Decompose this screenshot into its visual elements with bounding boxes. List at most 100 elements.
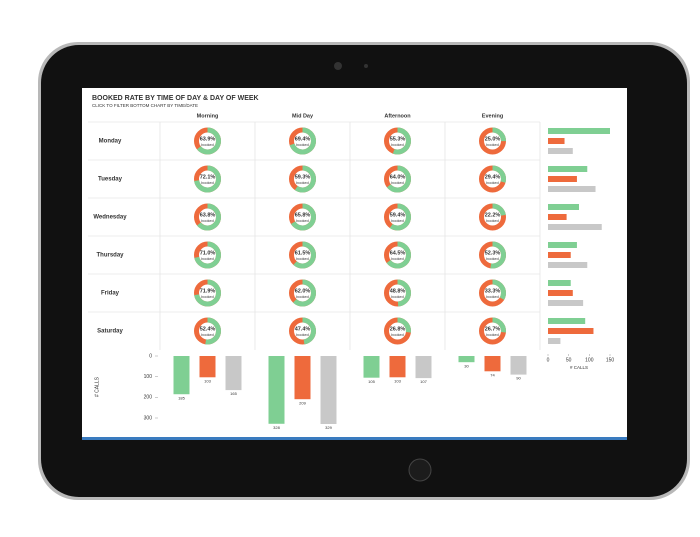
donut-booked <box>384 241 411 269</box>
bar-value-label: 107 <box>420 379 427 384</box>
donut-booked <box>194 203 221 231</box>
donut-label: 25.0% <box>485 136 501 142</box>
donut-label: 65.8% <box>295 212 311 218</box>
bar-value-label: 185 <box>178 395 185 400</box>
row-label: Friday <box>101 291 120 297</box>
row-label: Thursday <box>96 253 124 259</box>
hbar <box>548 148 573 154</box>
donut-booked <box>479 127 506 155</box>
donut-booked <box>194 165 221 193</box>
bar-value-label: 329 <box>325 425 332 430</box>
donut-booked <box>289 241 316 269</box>
bar-value-label: 209 <box>299 400 306 405</box>
donut-sublabel: booked <box>201 181 213 185</box>
donut-label: 62.0% <box>295 288 311 294</box>
hbar <box>548 204 579 210</box>
donut-sublabel: booked <box>391 219 403 223</box>
donut-sublabel: booked <box>391 143 403 147</box>
donut-booked <box>384 203 411 231</box>
x-tick-label: 150 <box>606 357 615 363</box>
donut-booked <box>194 317 221 345</box>
hbar <box>548 318 586 324</box>
hbar <box>548 224 602 230</box>
donut-label: 26.8% <box>390 326 406 332</box>
donut-label: 33.3% <box>485 288 501 294</box>
donut-sublabel: booked <box>296 295 308 299</box>
donut-sublabel: booked <box>201 257 213 261</box>
bar-value-label: 165 <box>230 391 237 396</box>
x-tick-label: 50 <box>566 357 572 363</box>
donut-sublabel: booked <box>201 333 213 337</box>
donut-sublabel: booked <box>486 333 498 337</box>
screen <box>82 88 627 440</box>
donut-booked <box>384 165 411 193</box>
hbar <box>548 338 561 344</box>
x-tick-label: 100 <box>585 357 594 363</box>
donut-sublabel: booked <box>391 295 403 299</box>
donut-booked <box>479 165 506 193</box>
donut-booked <box>194 241 221 269</box>
hbar <box>548 138 565 144</box>
title: BOOKED RATE BY TIME OF DAY & DAY OF WEEK <box>92 95 259 102</box>
column-header: Evening <box>482 113 503 119</box>
bar-value-label: 90 <box>516 376 521 381</box>
y-axis-label: # CALLS <box>94 376 100 397</box>
bar <box>389 356 406 378</box>
donut-label: 22.2% <box>485 212 501 218</box>
bar <box>320 356 337 424</box>
subtitle: CLICK TO FILTER BOTTOM CHART BY TIME/DAT… <box>92 103 198 108</box>
donut-sublabel: booked <box>296 257 308 261</box>
donut-sublabel: booked <box>391 257 403 261</box>
bar <box>510 356 527 375</box>
donut-label: 71.9% <box>200 288 216 294</box>
bar <box>294 356 311 400</box>
hbar <box>548 186 596 192</box>
donut-booked <box>194 127 221 155</box>
row-label: Monday <box>99 139 122 145</box>
donut-sublabel: booked <box>201 219 213 223</box>
row-label: Tuesday <box>98 177 123 183</box>
donut-booked <box>479 279 506 307</box>
donut-sublabel: booked <box>201 143 213 147</box>
donut-sublabel: booked <box>296 143 308 147</box>
donut-booked <box>479 317 506 345</box>
donut-label: 52.3% <box>485 250 501 256</box>
donut-sublabel: booked <box>486 143 498 147</box>
donut-label: 48.8% <box>390 288 406 294</box>
hbar <box>548 166 588 172</box>
row-label: Wednesday <box>93 215 127 221</box>
bar-value-label: 74 <box>490 372 495 377</box>
donut-sublabel: booked <box>486 257 498 261</box>
donut-sublabel: booked <box>486 295 498 299</box>
donut-label: 64.0% <box>390 174 406 180</box>
hbar <box>548 252 571 258</box>
donut-booked <box>384 127 411 155</box>
hbar <box>548 300 584 306</box>
donut-booked <box>289 127 316 155</box>
y-tick-label: 100 <box>144 374 153 380</box>
donut-label: 72.1% <box>200 174 216 180</box>
y-tick-label: 0 <box>149 353 152 359</box>
bar-value-label: 103 <box>394 378 401 383</box>
bar-value-label: 328 <box>273 425 280 430</box>
donut-label: 29.4% <box>485 174 501 180</box>
home-button[interactable] <box>408 458 432 482</box>
donut-booked <box>289 279 316 307</box>
donut-label: 47.4% <box>295 326 311 332</box>
donut-label: 55.3% <box>390 136 406 142</box>
hbar <box>548 128 610 134</box>
donut-booked <box>384 317 411 345</box>
screen-bar <box>82 437 627 440</box>
camera <box>334 62 342 70</box>
donut-booked <box>289 317 316 345</box>
hbar <box>548 242 577 248</box>
hbar <box>548 176 577 182</box>
donut-booked <box>289 203 316 231</box>
bar <box>363 356 380 378</box>
column-header: Afternoon <box>384 113 411 119</box>
donut-sublabel: booked <box>296 181 308 185</box>
column-header: Morning <box>197 113 219 119</box>
donut-sublabel: booked <box>486 181 498 185</box>
